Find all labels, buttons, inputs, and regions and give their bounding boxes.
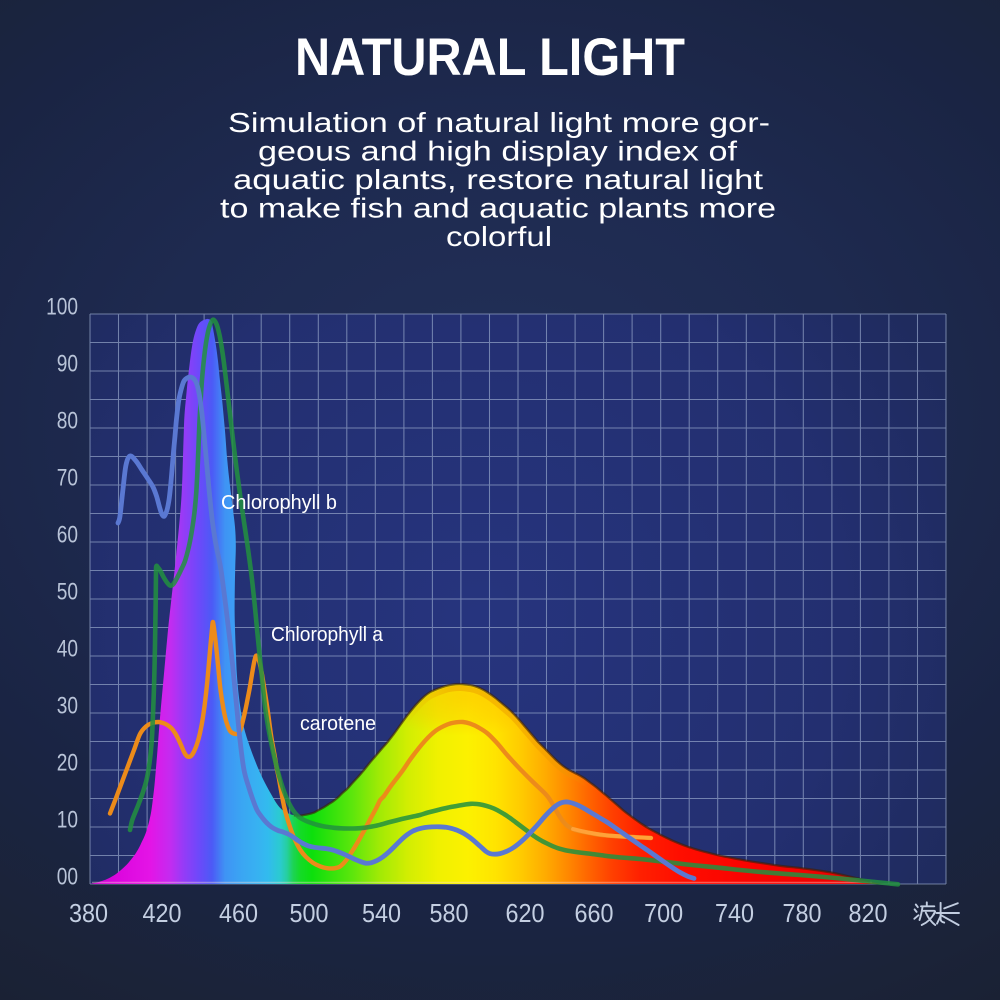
- svg-text:aquatic plants, restore natura: aquatic plants, restore natural light: [233, 164, 763, 195]
- svg-text:80: 80: [57, 406, 78, 434]
- svg-text:20: 20: [57, 748, 78, 776]
- svg-text:Chlorophyll b: Chlorophyll b: [221, 492, 337, 514]
- svg-text:420: 420: [142, 900, 181, 928]
- svg-text:540: 540: [362, 900, 401, 928]
- svg-text:700: 700: [644, 900, 683, 928]
- svg-text:NATURAL LIGHT: NATURAL LIGHT: [295, 28, 685, 87]
- svg-text:Simulation of natural light mo: Simulation of natural light more gor-: [228, 107, 770, 138]
- svg-text:380: 380: [69, 900, 108, 928]
- svg-text:780: 780: [782, 900, 821, 928]
- svg-text:500: 500: [289, 900, 328, 928]
- svg-text:100: 100: [46, 292, 78, 320]
- svg-text:70: 70: [57, 463, 78, 491]
- svg-text:820: 820: [848, 900, 887, 928]
- svg-text:50: 50: [57, 577, 78, 605]
- svg-text:colorful: colorful: [446, 221, 552, 252]
- svg-text:40: 40: [57, 634, 78, 662]
- svg-text:10: 10: [57, 805, 78, 833]
- svg-text:geous and high display index o: geous and high display index of: [258, 136, 737, 167]
- svg-text:580: 580: [429, 900, 468, 928]
- svg-text:Chlorophyll a: Chlorophyll a: [271, 624, 383, 646]
- svg-text:30: 30: [57, 691, 78, 719]
- svg-text:460: 460: [219, 900, 258, 928]
- svg-text:00: 00: [57, 862, 78, 890]
- svg-text:60: 60: [57, 520, 78, 548]
- svg-text:90: 90: [57, 349, 78, 377]
- svg-text:740: 740: [715, 900, 754, 928]
- svg-text:620: 620: [505, 900, 544, 928]
- svg-text:to make fish and aquatic plant: to make fish and aquatic plants more: [220, 193, 776, 224]
- svg-text:carotene: carotene: [300, 713, 376, 735]
- svg-text:660: 660: [574, 900, 613, 928]
